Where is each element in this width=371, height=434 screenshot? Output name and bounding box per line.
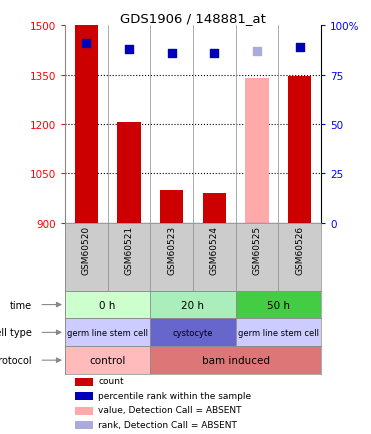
Text: GSM60520: GSM60520 [82,225,91,274]
Text: GSM60524: GSM60524 [210,225,219,274]
Text: rank, Detection Call = ABSENT: rank, Detection Call = ABSENT [98,420,237,429]
Text: control: control [89,355,126,365]
Bar [75,392,93,400]
Text: bam induced: bam induced [201,355,270,365]
Text: 50 h: 50 h [267,300,290,310]
Text: value, Detection Call = ABSENT: value, Detection Call = ABSENT [98,405,242,414]
Bar [117,123,141,223]
Bar [65,291,150,319]
Text: GSM60525: GSM60525 [252,225,262,274]
Bar [75,378,93,386]
Bar [150,346,321,374]
Bar [236,291,321,319]
Point [297,44,303,51]
Point [126,46,132,53]
Title: GDS1906 / 148881_at: GDS1906 / 148881_at [120,12,266,25]
Bar [245,79,269,223]
Text: count: count [98,376,124,385]
Bar [203,194,226,223]
Text: GSM60526: GSM60526 [295,225,304,274]
Point [83,40,89,47]
Bar [65,319,150,346]
Text: GSM60521: GSM60521 [124,225,134,274]
Text: cystocyte: cystocyte [173,328,213,337]
Bar [160,191,183,223]
Bar [150,291,236,319]
Text: protocol: protocol [0,355,32,365]
Bar [75,407,93,414]
Bar [236,319,321,346]
Text: percentile rank within the sample: percentile rank within the sample [98,391,251,400]
Text: germ line stem cell: germ line stem cell [67,328,148,337]
Point [168,50,174,57]
Bar [288,77,311,223]
Text: 20 h: 20 h [181,300,204,310]
Bar [75,421,93,429]
Text: 0 h: 0 h [99,300,116,310]
Bar [75,26,98,223]
Bar [150,319,236,346]
Text: germ line stem cell: germ line stem cell [238,328,319,337]
Text: cell type: cell type [0,328,32,338]
Bar [65,346,150,374]
Text: GSM60523: GSM60523 [167,225,176,274]
Text: time: time [10,300,32,310]
Point [211,50,217,57]
Point [254,48,260,55]
